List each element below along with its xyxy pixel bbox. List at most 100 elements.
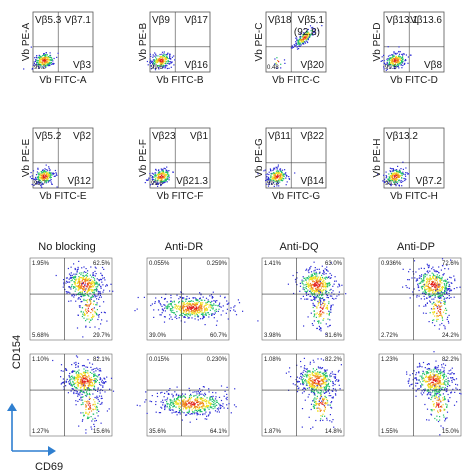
data-point <box>197 408 199 410</box>
data-point <box>75 392 77 394</box>
data-point <box>397 58 399 60</box>
data-point <box>180 310 182 312</box>
data-point <box>93 289 95 291</box>
data-point <box>74 382 76 384</box>
data-point <box>91 286 93 288</box>
data-point <box>273 178 275 180</box>
data-point <box>317 403 319 405</box>
data-point <box>50 59 52 62</box>
data-point <box>441 286 443 289</box>
data-point <box>397 61 399 63</box>
data-point <box>308 384 311 386</box>
data-point <box>101 319 103 321</box>
data-point <box>323 270 325 273</box>
data-point <box>407 279 409 281</box>
data-point <box>385 175 387 177</box>
data-point <box>296 391 299 393</box>
data-point <box>444 288 446 290</box>
data-point <box>87 307 89 309</box>
data-point <box>35 60 37 62</box>
data-point <box>400 58 402 60</box>
data-point <box>424 283 426 285</box>
data-point <box>76 374 78 376</box>
data-point <box>84 385 86 387</box>
data-point <box>320 396 323 398</box>
data-point <box>438 266 440 268</box>
data-point <box>319 402 322 404</box>
data-point <box>201 318 204 320</box>
data-point <box>159 180 161 182</box>
data-point <box>320 290 322 292</box>
data-point <box>77 314 79 316</box>
data-point <box>150 55 152 57</box>
data-point <box>102 386 104 388</box>
data-point <box>421 285 423 287</box>
data-point <box>397 66 399 68</box>
data-point <box>214 405 216 407</box>
data-point <box>152 54 154 56</box>
data-point <box>397 171 399 174</box>
data-point <box>78 297 80 299</box>
data-point <box>202 386 204 388</box>
panel-frame <box>32 127 94 189</box>
data-point <box>76 282 78 284</box>
data-point <box>429 301 432 303</box>
panel-frame <box>265 11 327 73</box>
data-point <box>198 311 200 313</box>
data-point <box>73 277 75 279</box>
data-point <box>424 287 426 289</box>
data-point <box>168 389 170 391</box>
data-point <box>178 301 180 303</box>
data-point <box>143 296 145 298</box>
data-point <box>39 63 41 66</box>
data-point <box>194 309 196 311</box>
data-point <box>158 301 160 303</box>
data-point <box>44 170 46 172</box>
data-point <box>316 375 318 377</box>
data-point <box>206 308 209 310</box>
data-point <box>174 401 176 403</box>
data-point <box>323 284 325 286</box>
data-point <box>314 305 316 307</box>
data-point <box>310 292 312 294</box>
data-point <box>178 407 180 410</box>
data-point <box>45 179 47 181</box>
data-point <box>273 176 275 178</box>
data-point <box>90 279 92 281</box>
data-point <box>150 401 153 403</box>
data-point <box>90 379 92 381</box>
data-point <box>165 174 167 176</box>
data-point <box>203 405 205 407</box>
data-point <box>308 36 311 38</box>
data-point <box>95 290 97 292</box>
data-point <box>325 288 327 290</box>
data-point <box>98 283 100 285</box>
data-point <box>380 60 382 62</box>
data-point <box>97 284 99 286</box>
data-point <box>284 173 286 175</box>
data-point <box>181 315 183 317</box>
data-point <box>181 403 184 405</box>
data-point <box>392 168 394 170</box>
data-point <box>319 285 321 287</box>
data-point <box>182 313 184 315</box>
data-point <box>51 58 53 60</box>
data-point <box>91 288 93 290</box>
data-point <box>43 63 45 65</box>
data-point <box>297 381 299 383</box>
data-point <box>34 179 36 181</box>
data-point <box>402 54 404 56</box>
data-point <box>187 304 189 306</box>
data-point <box>86 380 88 383</box>
x-axis-label: Vb FITC-A <box>39 75 87 86</box>
data-point <box>278 179 280 181</box>
blocking-panel: 1.10% 82.1%1.27% 15.6% <box>29 353 115 437</box>
data-point <box>430 290 432 292</box>
data-point <box>389 63 391 65</box>
data-point <box>165 180 167 182</box>
data-point <box>387 57 389 60</box>
y-axis-label: Vb PE-C <box>254 23 265 62</box>
data-point <box>35 174 38 176</box>
data-point <box>432 292 434 294</box>
data-point <box>87 288 89 290</box>
